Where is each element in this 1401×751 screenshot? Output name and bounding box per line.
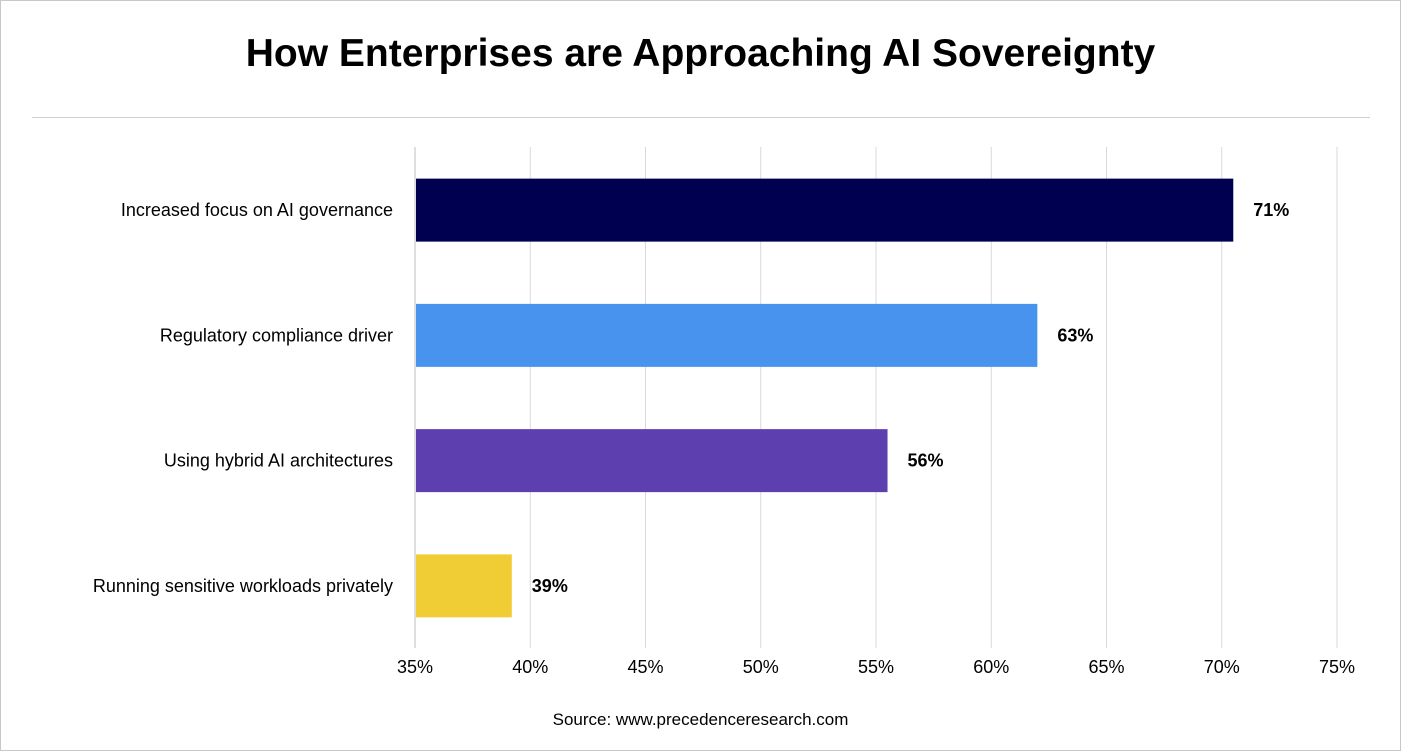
title-divider <box>32 117 1370 118</box>
source-note: Source: www.precedenceresearch.com <box>552 710 849 729</box>
category-label: Running sensitive workloads privately <box>93 576 393 596</box>
data-label: 71% <box>1253 200 1289 220</box>
x-tick-label: 55% <box>858 657 894 677</box>
x-tick-label: 50% <box>743 657 779 677</box>
x-tick-label: 40% <box>512 657 548 677</box>
data-label: 56% <box>908 451 944 471</box>
category-label: Regulatory compliance driver <box>160 325 393 345</box>
x-tick-label: 65% <box>1088 657 1124 677</box>
bar <box>416 429 888 493</box>
data-label: 39% <box>532 576 568 596</box>
category-label: Using hybrid AI architectures <box>164 451 393 471</box>
category-label: Increased focus on AI governance <box>121 200 393 220</box>
x-tick-label: 70% <box>1204 657 1240 677</box>
bar <box>416 303 1038 367</box>
x-tick-label: 45% <box>627 657 663 677</box>
data-label: 63% <box>1057 325 1093 345</box>
bar <box>416 178 1234 242</box>
x-tick-label: 75% <box>1319 657 1355 677</box>
x-tick-label: 60% <box>973 657 1009 677</box>
x-tick-label: 35% <box>397 657 433 677</box>
bar <box>416 554 512 618</box>
chart-title: How Enterprises are Approaching AI Sover… <box>245 32 1156 75</box>
